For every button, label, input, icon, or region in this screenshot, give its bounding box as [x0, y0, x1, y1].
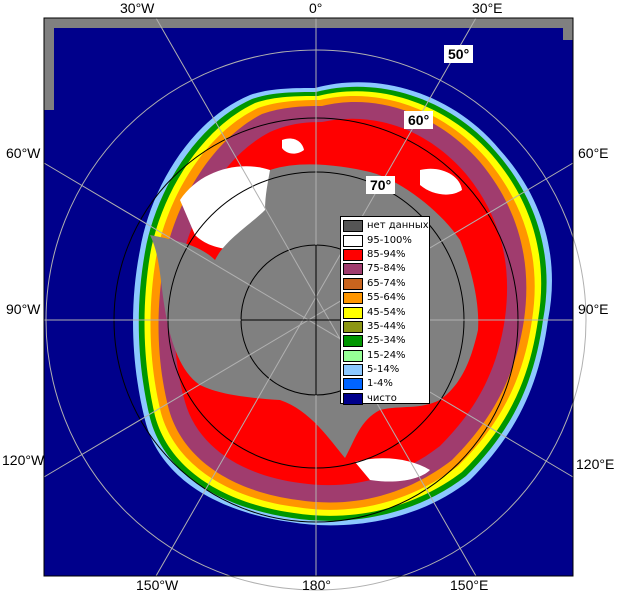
legend-swatch	[343, 364, 363, 377]
label-lat-50: 50°	[444, 45, 474, 63]
legend-item: 35-44%	[343, 320, 427, 334]
label-lon-90e: 90°E	[578, 301, 609, 317]
legend-item: 75-84%	[343, 262, 427, 276]
legend-item: нет данных	[343, 219, 429, 233]
legend-label: 5-14%	[367, 364, 400, 376]
legend-item: 55-64%	[343, 291, 427, 305]
legend-swatch	[343, 292, 363, 305]
map-border	[43, 17, 574, 577]
legend-item: 85-94%	[343, 248, 427, 262]
legend-swatch	[343, 392, 363, 405]
legend-label: 55-64%	[367, 292, 406, 304]
legend-swatch	[343, 320, 363, 333]
legend-swatch	[343, 248, 363, 261]
label-lon-60e: 60°E	[578, 145, 609, 161]
concentration-legend: нет данных 95-100% 85-94% 75-84% 65-74% …	[340, 216, 430, 406]
legend-swatch	[343, 220, 363, 233]
label-lat-60: 60°	[404, 111, 434, 129]
legend-item: 25-34%	[343, 334, 427, 348]
legend-swatch	[343, 263, 363, 276]
legend-item: 1-4%	[343, 377, 427, 391]
legend-item: 15-24%	[343, 349, 427, 363]
legend-label: чисто	[367, 392, 397, 404]
legend-item: 65-74%	[343, 277, 427, 291]
legend-label: 65-74%	[367, 277, 406, 289]
legend-swatch	[343, 378, 363, 391]
legend-label: 35-44%	[367, 320, 406, 332]
label-lon-90w: 90°W	[6, 301, 41, 317]
label-lon-120w: 120°W	[2, 452, 45, 468]
label-lon-30w: 30°W	[120, 0, 155, 16]
label-lon-0: 0°	[309, 0, 323, 16]
legend-label: 15-24%	[367, 349, 406, 361]
legend-item: чисто	[343, 392, 427, 406]
legend-label: 95-100%	[367, 234, 412, 246]
legend-item: 5-14%	[343, 363, 427, 377]
ice-patch-white-4	[282, 138, 304, 154]
label-lon-30e: 30°E	[472, 0, 503, 16]
legend-label: 25-34%	[367, 335, 406, 347]
label-lat-70: 70°	[366, 176, 396, 194]
label-lon-60w: 60°W	[6, 145, 41, 161]
legend-label: нет данных	[367, 220, 429, 232]
legend-item: 45-54%	[343, 305, 427, 319]
legend-label: 75-84%	[367, 263, 406, 275]
ice-patch-white-3	[420, 168, 462, 195]
legend-label: 85-94%	[367, 248, 406, 260]
grey-region-right-top	[563, 18, 573, 40]
legend-swatch	[343, 349, 363, 362]
legend-item: 95-100%	[343, 233, 427, 247]
grey-region-left	[44, 18, 54, 110]
legend-swatch	[343, 335, 363, 348]
legend-label: 45-54%	[367, 306, 406, 318]
label-lon-150e: 150°E	[450, 577, 489, 593]
label-lon-180: 180°	[302, 577, 331, 593]
legend-swatch	[343, 234, 363, 247]
map-area	[43, 17, 587, 591]
legend-label: 1-4%	[367, 378, 393, 390]
label-lon-120e: 120°E	[576, 456, 615, 472]
legend-swatch	[343, 277, 363, 290]
legend-swatch	[343, 306, 363, 319]
label-lon-150w: 150°W	[136, 577, 179, 593]
grey-region-top	[44, 18, 573, 28]
